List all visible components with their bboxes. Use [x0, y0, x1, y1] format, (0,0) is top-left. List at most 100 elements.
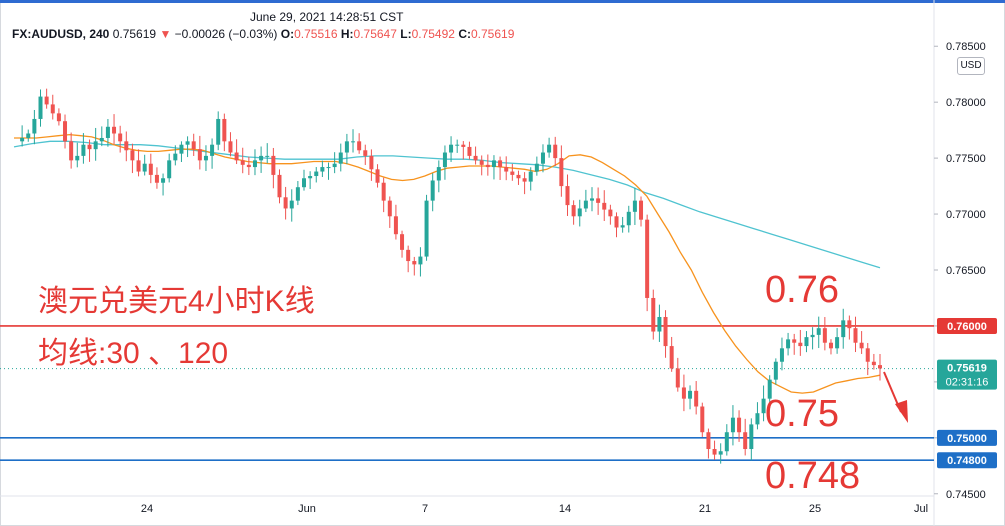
candle — [87, 139, 92, 162]
candle-body — [583, 200, 588, 209]
candle — [859, 331, 864, 354]
level-annotation: 0.76 — [765, 269, 839, 311]
candle — [798, 329, 803, 356]
candle — [767, 375, 772, 408]
candle — [706, 428, 711, 459]
candle-body — [871, 361, 876, 366]
candle-body — [491, 160, 496, 168]
candle-body — [559, 158, 564, 187]
candle-body — [577, 208, 582, 217]
candle — [522, 172, 527, 195]
candle-body — [387, 200, 392, 217]
level-tag-label: 0.74800 — [947, 455, 987, 467]
candle — [412, 256, 417, 276]
candle — [393, 204, 398, 240]
high-value: 0.75647 — [353, 27, 397, 41]
candle — [112, 114, 117, 145]
candle — [786, 332, 791, 356]
candle — [681, 374, 686, 412]
candle — [755, 402, 760, 430]
candle — [161, 173, 166, 196]
candle — [69, 132, 74, 169]
candle-body — [75, 155, 80, 161]
candle-body — [798, 342, 803, 347]
candle — [38, 89, 43, 127]
candle-body — [99, 137, 104, 142]
candle — [302, 169, 306, 191]
candle — [105, 118, 110, 147]
level-annotation: 0.748 — [765, 455, 860, 497]
candle-body — [853, 328, 858, 343]
candle-body — [20, 137, 25, 142]
candle-body — [479, 160, 484, 165]
candle-body — [614, 216, 619, 228]
x-tick-label: Jul — [914, 503, 928, 515]
candle-body — [792, 339, 797, 343]
symbol-name[interactable]: FX:AUDUSD, 240 — [12, 27, 110, 41]
candle — [571, 200, 576, 225]
candle-body — [381, 182, 386, 201]
candle-body — [590, 198, 594, 201]
candle — [528, 167, 533, 191]
candle-body — [185, 141, 190, 145]
candle-body — [694, 390, 699, 407]
candle — [608, 204, 613, 225]
candle-body — [161, 178, 166, 183]
candle — [810, 327, 815, 350]
candle — [351, 129, 356, 153]
candle — [118, 125, 123, 153]
candle-body — [822, 328, 827, 343]
candle — [234, 139, 239, 165]
candle-body — [626, 211, 631, 226]
candle — [737, 410, 742, 442]
candle-body — [749, 424, 754, 450]
candle-body — [105, 126, 110, 138]
candle — [32, 109, 37, 145]
cursor-datetime: June 29, 2021 14:28:51 CST — [250, 10, 404, 24]
currency-badge[interactable]: USD — [957, 57, 985, 75]
candle — [56, 108, 61, 126]
candle-body — [841, 320, 846, 338]
candle-body — [528, 171, 533, 182]
candle-body — [761, 398, 766, 414]
y-tick-label: 0.78500 — [946, 41, 986, 53]
candle — [210, 138, 215, 169]
candle-body — [32, 118, 37, 134]
candle-body — [767, 379, 772, 399]
high-label: H: — [340, 27, 354, 41]
symbol-legend: FX:AUDUSD, 240 0.75619 ▼ −0.00026 (−0.03… — [12, 27, 514, 41]
candle-body — [222, 118, 227, 142]
horizontal-levels — [0, 325, 934, 461]
candle-body — [547, 144, 552, 153]
x-tick-label: 25 — [809, 503, 821, 515]
candle-body — [363, 150, 368, 156]
candle — [651, 289, 656, 340]
candle-body — [878, 365, 882, 369]
candle — [853, 316, 858, 353]
candle-body — [252, 160, 257, 168]
candle — [375, 164, 380, 188]
candle-body — [375, 169, 380, 183]
candle — [553, 136, 558, 167]
candle-body — [87, 144, 92, 150]
candle-body — [688, 390, 693, 399]
candle — [822, 317, 827, 351]
candle — [222, 113, 227, 152]
candle — [804, 331, 809, 353]
candle-body — [148, 163, 153, 175]
candle — [99, 126, 104, 147]
candle-body — [412, 261, 417, 265]
candles — [20, 88, 882, 464]
candle — [191, 133, 196, 156]
candle-body — [93, 141, 98, 150]
candle — [626, 205, 631, 233]
candle — [878, 353, 882, 381]
candle-body — [651, 297, 656, 332]
candle-body — [504, 167, 509, 172]
x-tick-label: Jun — [298, 503, 316, 515]
change-down-icon: ▼ — [159, 27, 172, 41]
candle-body — [596, 198, 601, 203]
x-tick-label: 24 — [141, 503, 153, 515]
candle — [779, 337, 784, 371]
